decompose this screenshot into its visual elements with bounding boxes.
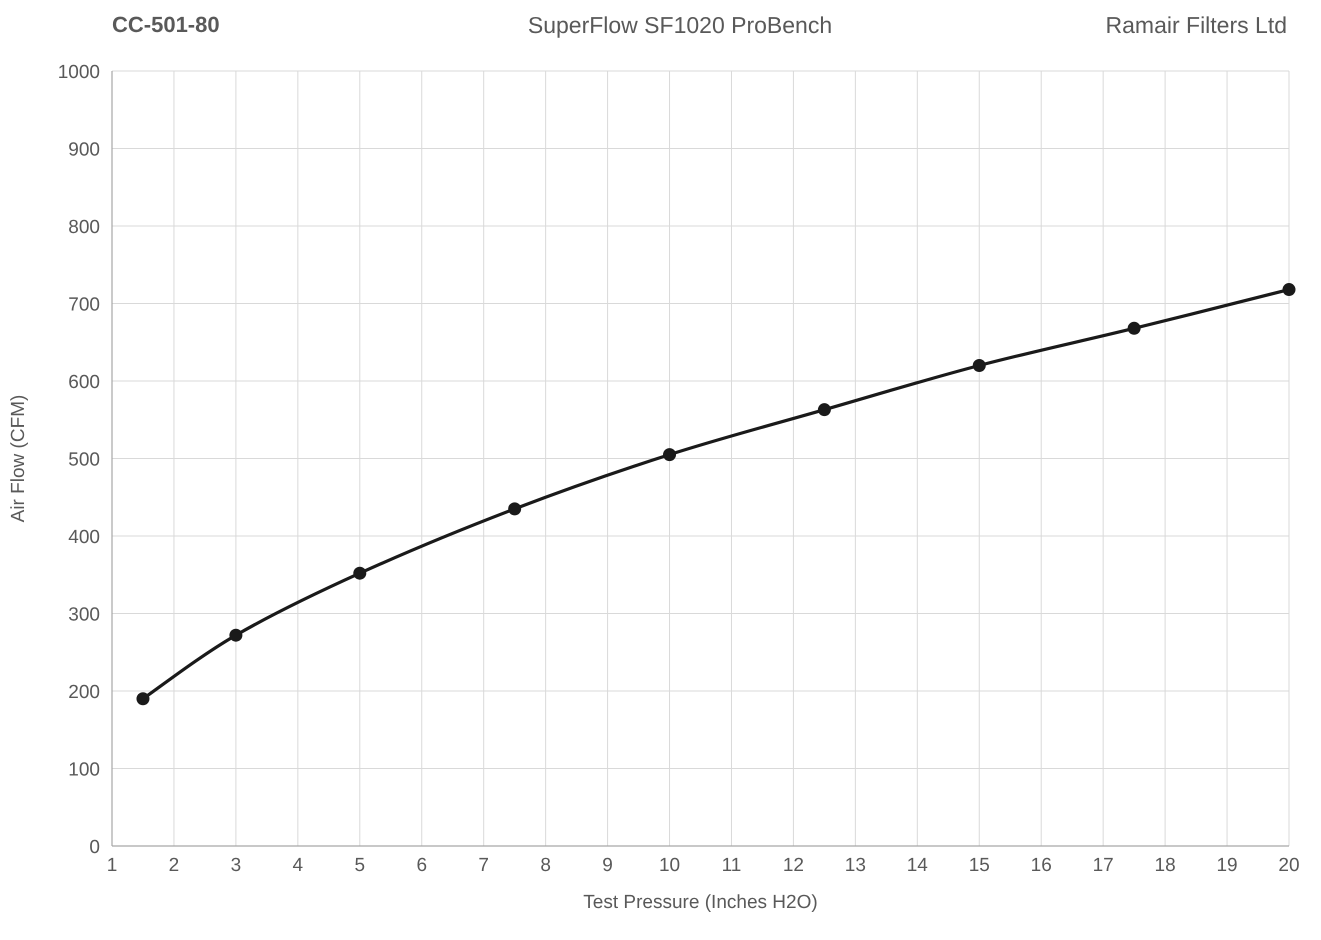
svg-text:12: 12 [783,855,804,876]
svg-text:13: 13 [845,855,866,876]
svg-text:16: 16 [1031,855,1052,876]
svg-text:9: 9 [602,855,613,876]
svg-text:11: 11 [722,855,742,876]
svg-text:0: 0 [89,837,100,858]
svg-text:100: 100 [68,760,100,781]
svg-text:18: 18 [1155,855,1176,876]
svg-text:900: 900 [68,140,100,161]
svg-text:8: 8 [540,855,551,876]
svg-text:600: 600 [68,372,100,393]
svg-text:17: 17 [1093,855,1114,876]
svg-text:800: 800 [68,217,100,238]
svg-text:4: 4 [293,855,304,876]
svg-text:15: 15 [969,855,990,876]
svg-text:Air Flow (CFM): Air Flow (CFM) [8,395,29,523]
svg-text:400: 400 [68,527,100,548]
svg-text:19: 19 [1216,855,1237,876]
svg-text:6: 6 [416,855,427,876]
svg-text:20: 20 [1278,855,1299,876]
svg-text:Test Pressure (Inches H2O): Test Pressure (Inches H2O) [583,892,817,913]
svg-text:10: 10 [659,855,680,876]
svg-text:1: 1 [107,855,118,876]
svg-text:5: 5 [355,855,366,876]
svg-text:500: 500 [68,450,100,471]
svg-text:14: 14 [907,855,929,876]
svg-text:700: 700 [68,295,100,316]
svg-text:2: 2 [169,855,180,876]
svg-text:3: 3 [231,855,242,876]
svg-text:200: 200 [68,682,100,703]
svg-text:1000: 1000 [58,62,100,83]
svg-text:7: 7 [478,855,489,876]
svg-text:300: 300 [68,605,100,626]
